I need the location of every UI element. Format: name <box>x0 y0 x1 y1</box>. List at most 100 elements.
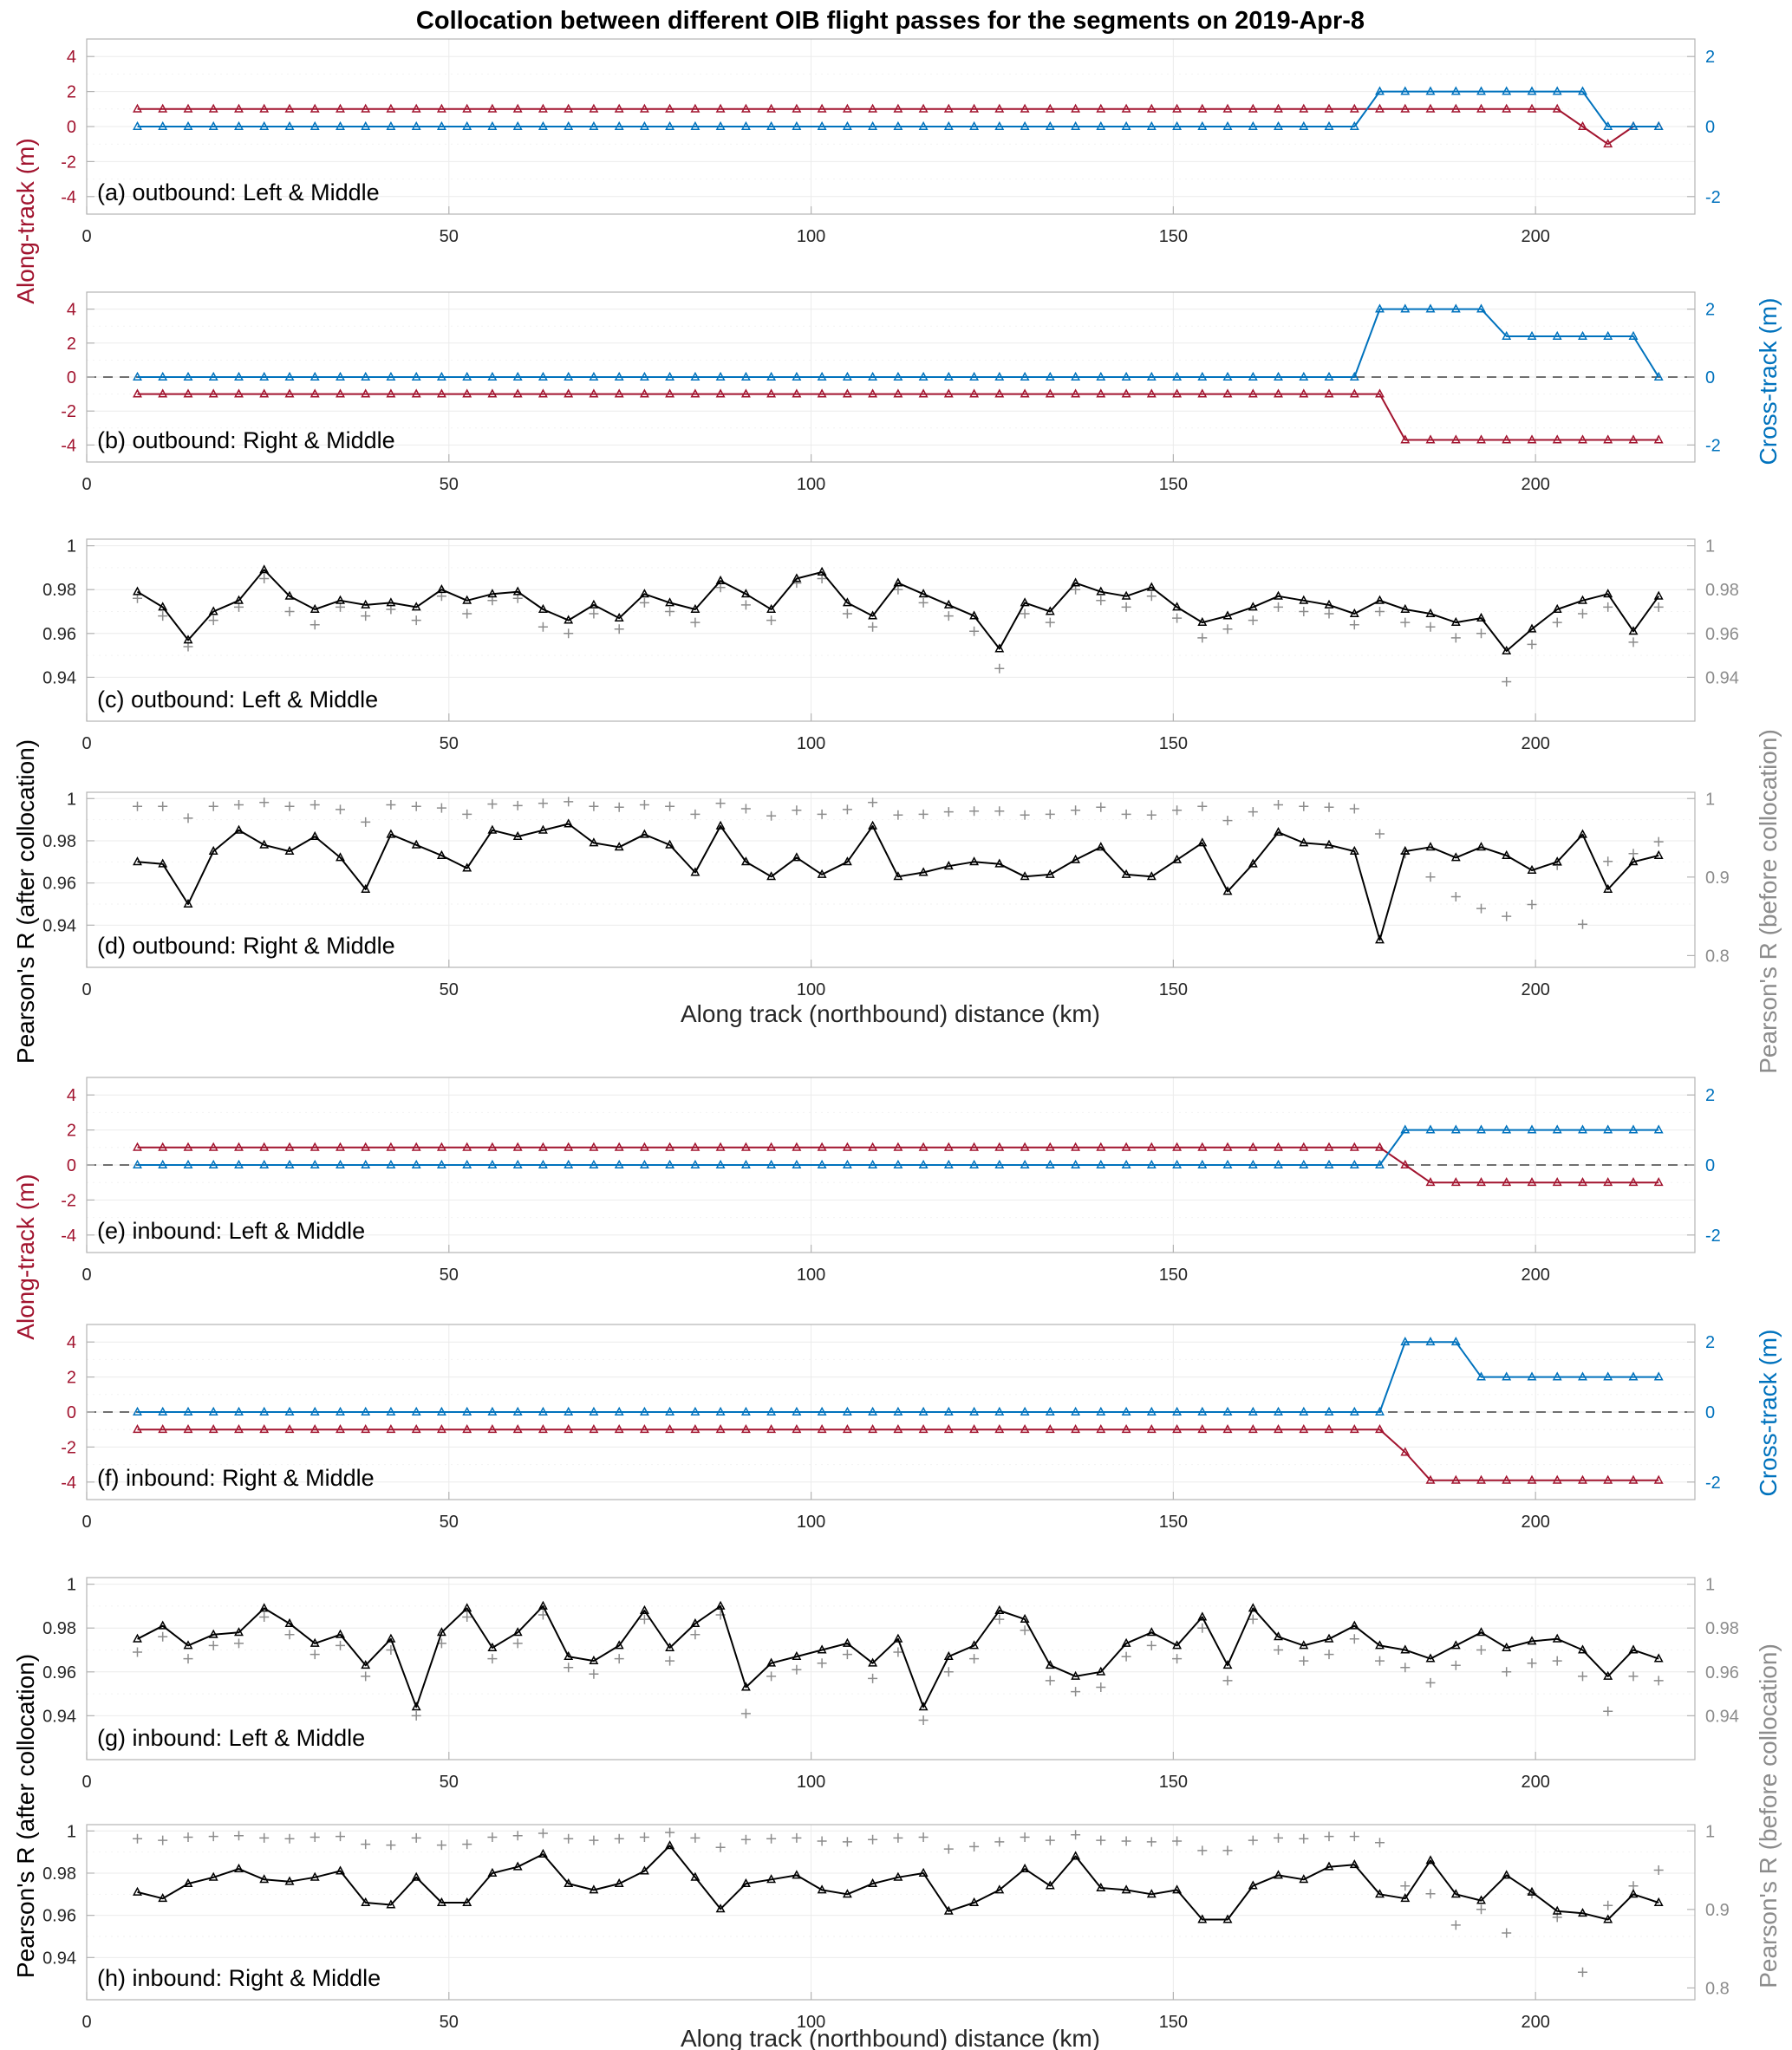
svg-text:100: 100 <box>797 475 825 494</box>
tick-labels: -4 -2 0 2 4 -2 0 2 0 50 100 150 200 <box>61 1333 1721 1532</box>
panel-a-chart: -4 -2 0 2 4 -2 0 2 0 50 100 150 200 (a) outbound: Lef… <box>61 38 1721 246</box>
svg-text:0: 0 <box>67 1156 76 1175</box>
svg-text:100: 100 <box>797 980 825 999</box>
svg-text:0.96: 0.96 <box>42 625 76 644</box>
svg-text:2: 2 <box>67 335 76 354</box>
svg-text:0: 0 <box>67 118 76 137</box>
svg-text:-2: -2 <box>61 402 76 421</box>
svg-text:0.96: 0.96 <box>42 1663 76 1682</box>
svg-text:0.94: 0.94 <box>42 668 76 687</box>
svg-text:0.96: 0.96 <box>1705 1663 1739 1682</box>
svg-text:0.9: 0.9 <box>1705 869 1730 888</box>
axes-box <box>86 1824 1696 2001</box>
svg-text:150: 150 <box>1159 1513 1188 1532</box>
x-axis-label-inbound: Along track (northbound) distance (km) <box>681 2025 1100 2050</box>
svg-text:2: 2 <box>67 83 76 102</box>
tick-marks <box>86 309 1695 462</box>
triangle-markers <box>133 388 1664 444</box>
tick-marks <box>86 1094 1695 1253</box>
tick-marks <box>86 797 1695 967</box>
svg-text:0: 0 <box>1705 1156 1715 1175</box>
panel-label-c: (c) outbound: Left & Middle <box>97 687 378 713</box>
svg-text:0: 0 <box>67 1403 76 1422</box>
svg-text:150: 150 <box>1159 1773 1188 1792</box>
tick-labels: -4 -2 0 2 4 -2 0 2 0 50 100 150 200 <box>61 1086 1721 1285</box>
svg-text:100: 100 <box>797 227 825 246</box>
triangle-markers <box>133 1142 1664 1187</box>
svg-text:0.94: 0.94 <box>1705 668 1739 687</box>
series-cross-track-offset <box>133 303 1664 381</box>
series-cross-track-offset <box>133 86 1664 130</box>
gridlines <box>86 1825 1695 2000</box>
tick-labels: -4 -2 0 2 4 -2 0 2 0 50 100 150 200 <box>61 48 1721 246</box>
svg-text:200: 200 <box>1521 2013 1549 2032</box>
svg-text:150: 150 <box>1159 1266 1188 1285</box>
triangle-markers <box>133 303 1664 381</box>
svg-text:1: 1 <box>1705 790 1715 809</box>
tick-marks <box>86 1830 1695 2000</box>
svg-text:0: 0 <box>81 734 91 753</box>
series-pearson-before <box>133 1610 1664 1725</box>
svg-text:-2: -2 <box>61 1438 76 1457</box>
svg-text:200: 200 <box>1521 475 1549 494</box>
svg-text:0.8: 0.8 <box>1705 1979 1730 1998</box>
svg-text:2: 2 <box>1705 301 1715 320</box>
triangle-markers <box>133 1840 1664 1923</box>
triangle-markers <box>133 1424 1664 1484</box>
svg-text:4: 4 <box>67 48 76 67</box>
svg-text:1: 1 <box>67 537 76 556</box>
svg-text:0.98: 0.98 <box>1705 1619 1739 1638</box>
svg-text:-4: -4 <box>61 1227 76 1246</box>
svg-text:200: 200 <box>1521 227 1549 246</box>
svg-text:1: 1 <box>67 790 76 809</box>
triangle-markers <box>133 103 1664 148</box>
svg-text:0: 0 <box>1705 368 1715 387</box>
svg-text:0.8: 0.8 <box>1705 947 1730 966</box>
svg-text:-4: -4 <box>61 1474 76 1493</box>
gridlines <box>86 1578 1695 1760</box>
series-pearson-after <box>133 1600 1664 1711</box>
svg-text:-2: -2 <box>61 1191 76 1210</box>
axes-box <box>86 1577 1696 1760</box>
series-pearson-after <box>133 818 1664 944</box>
svg-text:0: 0 <box>81 227 91 246</box>
tick-marks <box>86 55 1695 214</box>
svg-text:2: 2 <box>1705 1086 1715 1105</box>
svg-text:2: 2 <box>67 1369 76 1388</box>
svg-text:100: 100 <box>797 1266 825 1285</box>
panel-c-chart: 0.94 0.96 0.98 1 0.94 0.96 0.98 1 0 50 100 150 200 (c… <box>42 537 1739 753</box>
triangle-markers <box>133 1337 1664 1415</box>
plus-markers <box>133 1827 1664 1977</box>
panel-h-chart: 0.94 0.96 0.98 1 0.8 0.9 1 0 50 100 150 200 (h) inbo… <box>42 1822 1730 2032</box>
triangle-markers <box>133 564 1664 654</box>
panel-label-e: (e) inbound: Left & Middle <box>97 1218 365 1244</box>
gridlines <box>86 792 1695 967</box>
svg-text:150: 150 <box>1159 980 1188 999</box>
svg-text:4: 4 <box>67 1086 76 1105</box>
panel-label-h: (h) inbound: Right & Middle <box>97 1965 381 1991</box>
svg-text:0.94: 0.94 <box>42 1949 76 1968</box>
svg-text:0: 0 <box>81 475 91 494</box>
svg-text:50: 50 <box>440 1266 459 1285</box>
svg-text:1: 1 <box>67 1576 76 1595</box>
svg-text:0.94: 0.94 <box>42 1707 76 1726</box>
svg-text:-2: -2 <box>1705 1227 1721 1246</box>
series-along-track-offset <box>133 1424 1664 1484</box>
svg-text:50: 50 <box>440 2013 459 2032</box>
svg-text:0.98: 0.98 <box>42 832 76 851</box>
svg-text:100: 100 <box>797 2013 825 2032</box>
series-pearson-after <box>133 1840 1664 1923</box>
panel-f-chart: -4 -2 0 2 4 -2 0 2 0 50 100 150 200 (f) inbound: Righ… <box>61 1324 1721 1532</box>
svg-text:0.94: 0.94 <box>1705 1707 1739 1726</box>
svg-text:100: 100 <box>797 1773 825 1792</box>
svg-text:50: 50 <box>440 734 459 753</box>
series-along-track-offset <box>133 103 1664 148</box>
svg-text:0: 0 <box>81 2013 91 2032</box>
svg-text:50: 50 <box>440 227 459 246</box>
tick-labels: 0.94 0.96 0.98 1 0.94 0.96 0.98 1 0 50 100 150 200 <box>42 1576 1739 1792</box>
svg-text:2: 2 <box>1705 1333 1715 1352</box>
svg-text:-4: -4 <box>61 436 76 455</box>
axes-box <box>86 538 1696 722</box>
series-along-track-offset <box>133 388 1664 444</box>
